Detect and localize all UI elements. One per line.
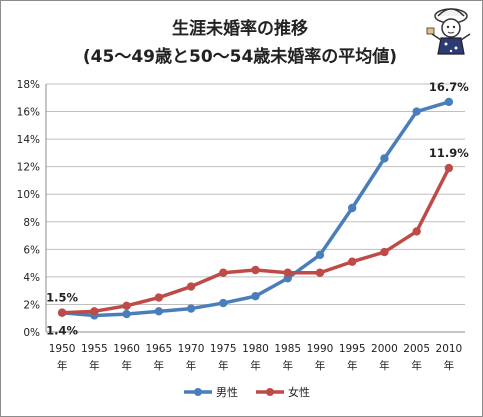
data-label: 16.7%: [429, 80, 469, 94]
data-point: [347, 203, 357, 213]
x-axis-ticks: 1950 年 1955 年 1960 年 1965 年 1970 年 1975 年 1980 年 1985 年…: [49, 343, 463, 372]
mascot-character-icon: [426, 8, 471, 55]
y-tick-label: 12%: [17, 162, 40, 174]
x-tick-label: 1980: [242, 343, 269, 355]
x-tick-suffix: 年: [154, 359, 165, 372]
data-label: 1.4%: [46, 324, 78, 338]
data-point: [315, 268, 325, 277]
gridlines: [46, 83, 465, 305]
y-tick-label: 0%: [23, 327, 40, 339]
data-point: [154, 307, 164, 316]
x-tick-label: 1970: [178, 343, 205, 355]
x-tick-suffix: 年: [89, 359, 100, 372]
y-tick-label: 2%: [23, 299, 40, 311]
legend-marker: [266, 388, 274, 396]
x-tick-suffix: 年: [186, 359, 197, 372]
data-label: 1.5%: [46, 291, 78, 305]
data-label: 11.9%: [429, 146, 469, 160]
data-point: [315, 250, 325, 260]
y-tick-label: 4%: [23, 272, 40, 284]
data-point: [219, 268, 228, 277]
y-tick-label: 10%: [17, 189, 40, 201]
x-tick-suffix: 年: [250, 359, 261, 372]
axes: [45, 84, 465, 333]
data-point: [186, 282, 196, 291]
y-tick-label: 16%: [17, 107, 40, 119]
series-line: [62, 167, 451, 315]
series-0: [57, 97, 454, 320]
legend-label: 女性: [288, 385, 310, 399]
x-tick-label: 1975: [210, 343, 237, 355]
x-tick-suffix: 年: [57, 359, 68, 372]
data-point: [380, 154, 389, 163]
x-tick-suffix: 年: [347, 359, 358, 372]
x-tick-label: 2005: [403, 343, 430, 355]
x-tick-label: 1985: [274, 343, 301, 355]
x-tick-label: 1960: [113, 343, 140, 355]
y-tick-label: 14%: [17, 134, 40, 146]
data-point: [380, 247, 389, 257]
data-point: [57, 308, 67, 317]
x-tick-suffix: 年: [315, 359, 326, 372]
data-point: [90, 307, 99, 316]
x-tick-label: 1995: [339, 343, 366, 355]
x-tick-suffix: 年: [282, 359, 293, 372]
data-point: [251, 265, 260, 275]
data-point: [122, 301, 131, 311]
x-tick-label: 1990: [307, 343, 334, 355]
data-point: [186, 304, 196, 313]
x-tick-label: 1965: [145, 343, 172, 355]
data-point: [251, 291, 260, 301]
data-labels: 1.5% 1.4% 16.7% 11.9%: [46, 80, 469, 338]
y-axis-ticks: 0% 2% 4% 6% 8% 10% 12% 14% 16% 18%: [17, 79, 40, 339]
data-point: [283, 268, 292, 277]
x-tick-suffix: 年: [379, 359, 390, 372]
data-point: [412, 107, 421, 116]
x-tick-label: 1955: [81, 343, 108, 355]
data-point: [444, 163, 454, 173]
x-tick-label: 1950: [49, 343, 76, 355]
x-tick-label: 2000: [371, 343, 398, 355]
data-point: [122, 309, 131, 319]
data-point: [347, 257, 357, 266]
x-tick-suffix: 年: [411, 359, 422, 372]
x-tick-suffix: 年: [121, 359, 132, 372]
y-tick-label: 6%: [23, 244, 40, 256]
x-tick-suffix: 年: [444, 359, 455, 372]
data-point: [154, 293, 164, 302]
y-tick-label: 8%: [23, 217, 40, 229]
series-line: [61, 100, 450, 318]
legend: 男性 女性: [184, 385, 310, 399]
data-point: [219, 298, 228, 308]
legend-label: 男性: [216, 385, 238, 399]
chart-title: 生涯未婚率の推移: [172, 18, 308, 39]
chart-subtitle: (45〜49歳と50〜54歳未婚率の平均値): [83, 46, 397, 67]
x-tick-suffix: 年: [218, 359, 229, 372]
y-tick-label: 18%: [17, 79, 40, 91]
data-point: [444, 97, 454, 107]
legend-marker: [194, 388, 202, 396]
series-lines: [57, 97, 454, 320]
data-point: [412, 227, 421, 236]
series-1: [57, 163, 454, 317]
x-tick-label: 2010: [436, 343, 463, 355]
